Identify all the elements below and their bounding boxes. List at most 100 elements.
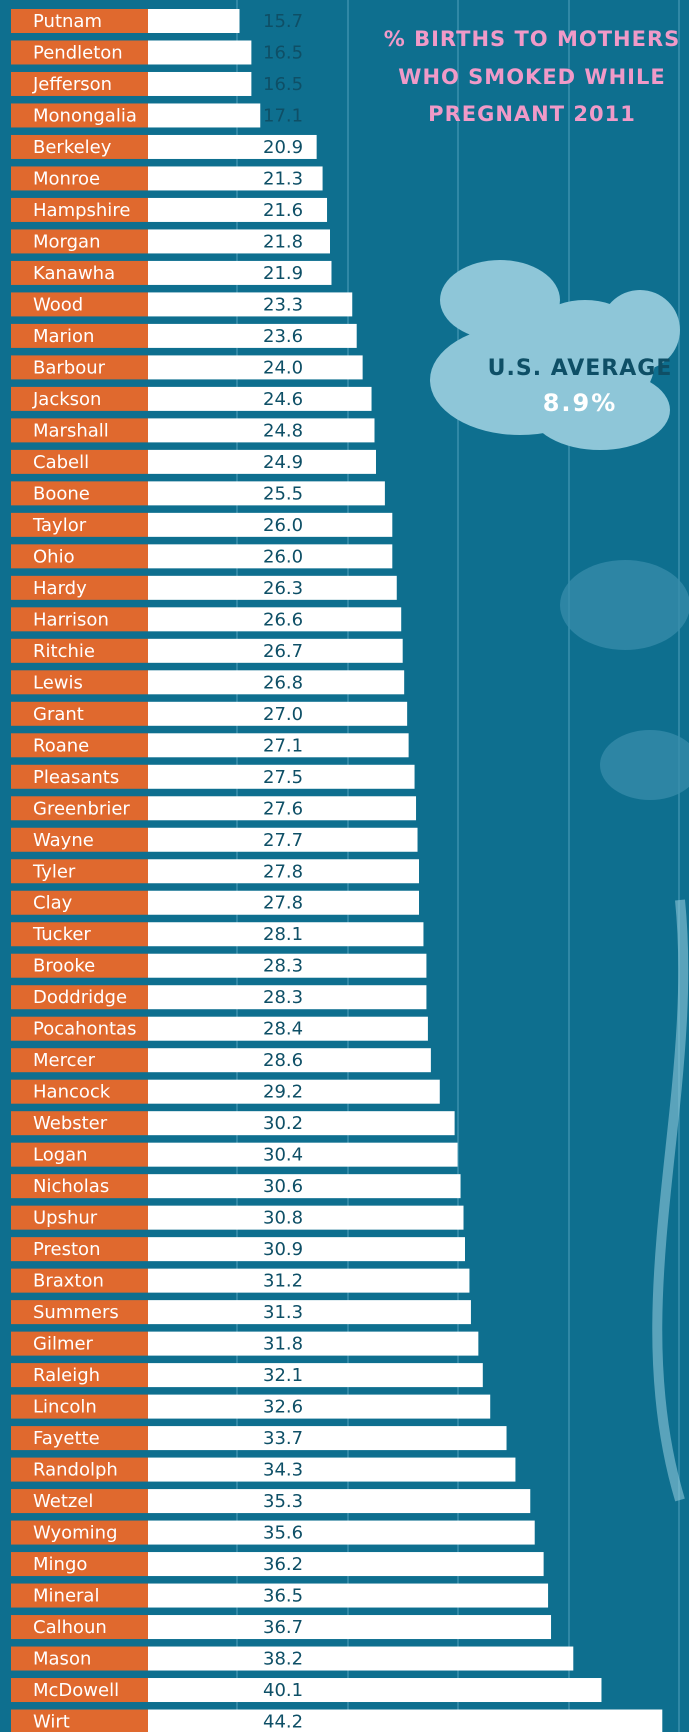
category-label-bg <box>11 418 148 443</box>
category-label: Hardy <box>33 578 87 599</box>
bar <box>148 1268 470 1293</box>
bar <box>148 575 397 600</box>
bar <box>148 1426 507 1451</box>
category-label: Boone <box>33 483 90 504</box>
bar <box>148 1205 464 1230</box>
bar <box>148 481 385 506</box>
bar <box>148 1237 465 1262</box>
category-label-bg <box>11 1142 148 1167</box>
value-label: 31.3 <box>263 1302 303 1323</box>
category-label-bg <box>11 386 148 411</box>
value-label: 15.7 <box>263 11 303 32</box>
annotation-value: 8.9% <box>543 389 618 417</box>
category-label: Hancock <box>33 1082 111 1103</box>
category-label-bg <box>11 1363 148 1388</box>
category-label: Monongalia <box>33 105 137 126</box>
category-label-bg <box>11 1426 148 1451</box>
category-label: Clay <box>33 893 73 914</box>
category-label-bg <box>11 512 148 537</box>
value-label: 26.0 <box>263 515 303 536</box>
category-label: Mason <box>33 1649 91 1670</box>
category-label: Morgan <box>33 231 101 252</box>
value-label: 29.2 <box>263 1082 303 1103</box>
category-label-bg <box>11 229 148 254</box>
category-label-bg <box>11 1016 148 1041</box>
category-label: Tyler <box>32 861 76 882</box>
bar <box>148 418 375 443</box>
bar <box>148 1583 549 1608</box>
value-label: 30.6 <box>263 1176 303 1197</box>
value-label: 33.7 <box>263 1428 303 1449</box>
category-label: Marshall <box>33 420 109 441</box>
category-label: Wetzel <box>33 1491 93 1512</box>
bar <box>148 40 252 65</box>
bar <box>148 386 372 411</box>
bar <box>148 544 393 569</box>
value-label: 40.1 <box>263 1680 303 1701</box>
category-label-bg <box>11 827 148 852</box>
category-label-bg <box>11 1111 148 1136</box>
category-label: Ritchie <box>33 641 95 662</box>
value-label: 26.8 <box>263 672 303 693</box>
category-label: Gilmer <box>33 1334 94 1355</box>
category-label: Mercer <box>33 1050 96 1071</box>
category-label: Summers <box>33 1302 119 1323</box>
value-label: 24.6 <box>263 389 303 410</box>
bar <box>148 827 418 852</box>
value-label: 16.5 <box>263 74 303 95</box>
value-label: 27.8 <box>263 861 303 882</box>
chart-title: PREGNANT 2011 <box>428 102 636 126</box>
value-label: 38.2 <box>263 1649 303 1670</box>
category-label-bg <box>11 9 148 33</box>
category-label: Webster <box>33 1113 108 1134</box>
category-label-bg <box>11 481 148 506</box>
category-label-bg <box>11 1048 148 1073</box>
bar <box>148 229 330 254</box>
bar <box>148 1363 483 1388</box>
bar <box>148 607 402 632</box>
bar <box>148 1300 471 1325</box>
value-label: 30.2 <box>263 1113 303 1134</box>
category-label-bg <box>11 1520 148 1545</box>
value-label: 35.6 <box>263 1523 303 1544</box>
bar <box>148 670 405 695</box>
bar <box>148 922 424 947</box>
bar <box>148 764 415 789</box>
category-label-bg <box>11 355 148 380</box>
value-label: 27.7 <box>263 830 303 851</box>
category-label: Fayette <box>33 1428 100 1449</box>
category-label: Mineral <box>33 1586 99 1607</box>
category-label: Jefferson <box>32 74 112 95</box>
category-label-bg <box>11 544 148 569</box>
category-label: Jackson <box>32 389 101 410</box>
value-label: 21.3 <box>263 168 303 189</box>
category-label-bg <box>11 260 148 285</box>
category-label: Hampshire <box>33 200 130 221</box>
category-label: Wayne <box>33 830 94 851</box>
category-label: Taylor <box>32 515 87 536</box>
value-label: 28.4 <box>263 1019 303 1040</box>
category-label: Monroe <box>33 168 100 189</box>
bar <box>148 449 376 474</box>
category-label-bg <box>11 1237 148 1262</box>
bar <box>148 1709 663 1732</box>
value-label: 36.5 <box>263 1586 303 1607</box>
category-label-bg <box>11 1300 148 1325</box>
value-label: 28.1 <box>263 924 303 945</box>
value-label: 21.6 <box>263 200 303 221</box>
bar <box>148 733 409 758</box>
category-label-bg <box>11 1394 148 1419</box>
value-label: 17.1 <box>263 105 303 126</box>
category-label: Cabell <box>33 452 89 473</box>
category-label-bg <box>11 733 148 758</box>
bar <box>148 1142 458 1167</box>
bar <box>148 1678 602 1703</box>
category-label: Logan <box>33 1145 88 1166</box>
category-label-bg <box>11 1646 148 1671</box>
category-label: Lewis <box>33 672 83 693</box>
category-label: Calhoun <box>33 1617 107 1638</box>
category-label: Wyoming <box>33 1523 118 1544</box>
category-label: Kanawha <box>33 263 115 284</box>
value-label: 26.7 <box>263 641 303 662</box>
category-label-bg <box>11 1678 148 1703</box>
